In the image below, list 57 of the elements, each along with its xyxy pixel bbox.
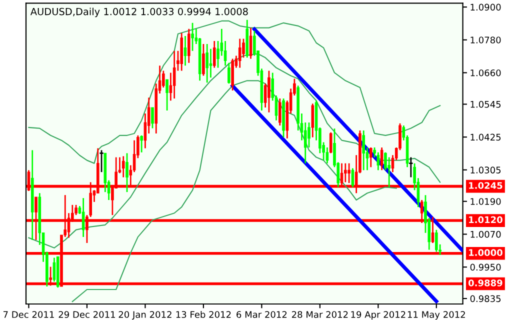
line-series (28, 20, 441, 164)
y-tick-label: 0.9835 (470, 295, 501, 302)
y-tick-label: 0.9950 (470, 264, 501, 271)
candlestick (187, 28, 190, 64)
ref-line-label: 0.9889 (468, 280, 502, 286)
candlestick (151, 106, 154, 129)
x-tick-label: 6 Mar 2012 (236, 311, 287, 318)
candlestick (388, 156, 390, 188)
candlestick (435, 229, 438, 252)
y-tick-label: 1.0305 (470, 166, 501, 174)
candlestick (172, 50, 176, 100)
candlestick (311, 102, 314, 138)
y-tick-label: 1.0780 (470, 36, 501, 44)
candlestick (140, 134, 143, 154)
x-tick-label: 13 Feb 2012 (176, 310, 231, 318)
candlestick (348, 162, 350, 184)
candlestick (362, 130, 366, 171)
line-series (72, 80, 397, 302)
y-tick-label: 1.0070 (470, 230, 501, 238)
x-tick-label: 11 May 2012 (408, 311, 465, 320)
candlestick (166, 78, 168, 112)
candlestick (344, 162, 347, 183)
candlestick (191, 22, 194, 52)
candlestick (249, 27, 252, 60)
x-tick-label: 19 Apr 2012 (351, 311, 406, 320)
candlestick (184, 35, 187, 66)
candlestick (238, 38, 242, 68)
candlestick (82, 197, 85, 238)
candlestick (278, 98, 282, 126)
ref-line-label: 1.0000 (469, 249, 502, 256)
candlestick (209, 48, 212, 78)
candlestick (100, 149, 104, 173)
y-tick-label: 1.0545 (470, 100, 501, 108)
candlestick (268, 70, 270, 114)
ref-line-label: 1.0120 (469, 216, 502, 224)
candlestick (380, 146, 384, 171)
candlestick (351, 168, 354, 188)
chart-title: AUDUSD,Daily 1.0012 1.0033 0.9994 1.0008 (30, 8, 248, 18)
candlestick (122, 156, 125, 178)
candlestick (206, 43, 208, 84)
x-tick-label: 20 Jan 2012 (118, 311, 172, 320)
ref-line-label: 1.0245 (469, 182, 502, 189)
y-tick-label: 1.0425 (470, 134, 501, 141)
candlestick (228, 62, 230, 84)
y-tick-label: 1.0660 (470, 69, 501, 76)
candlestick (329, 132, 332, 154)
candlestick (126, 152, 128, 193)
candlestick (409, 156, 413, 178)
x-tick-label: 28 Mar 2012 (292, 311, 348, 318)
x-tick-label: 29 Dec 2011 (58, 311, 115, 318)
candlestick (369, 146, 372, 168)
candlestick (212, 40, 216, 68)
y-tick-label: 1.0900 (470, 4, 501, 11)
candlestick (376, 152, 380, 171)
x-tick-label: 7 Dec 2011 (4, 311, 54, 318)
y-tick-label: 1.0190 (470, 198, 501, 205)
candlestick (202, 43, 205, 76)
